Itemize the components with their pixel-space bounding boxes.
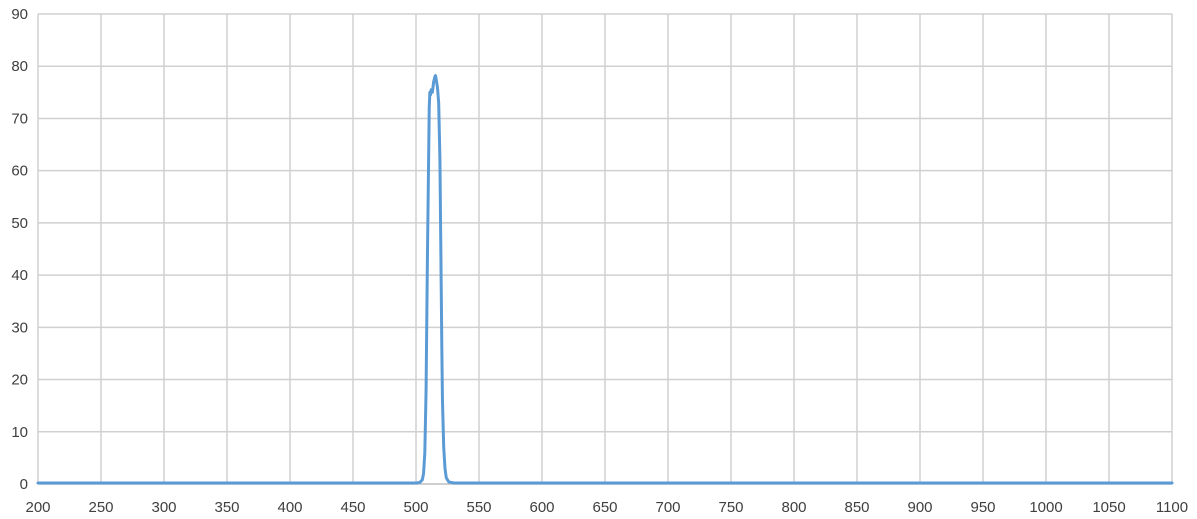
y-tick-label: 90: [11, 6, 28, 23]
x-tick-label: 250: [88, 499, 113, 516]
x-tick-label: 450: [340, 499, 365, 516]
x-tick-label: 600: [529, 499, 554, 516]
x-tick-label: 500: [403, 499, 428, 516]
x-tick-label: 200: [25, 499, 50, 516]
y-tick-label: 40: [11, 267, 28, 284]
y-tick-label: 0: [20, 476, 28, 493]
series-layer: [36, 74, 1174, 485]
y-tick-label: 10: [11, 424, 28, 441]
vertical-gridlines: [37, 14, 1173, 484]
y-tick-label: 50: [11, 215, 28, 232]
y-tick-label: 30: [11, 319, 28, 336]
y-tick-label: 20: [11, 372, 28, 389]
x-tick-label: 900: [907, 499, 932, 516]
x-tick-label: 950: [970, 499, 995, 516]
x-tick-label: 750: [718, 499, 743, 516]
y-tick-label: 80: [11, 58, 28, 75]
x-tick-label: 400: [277, 499, 302, 516]
x-tick-label: 850: [844, 499, 869, 516]
x-tick-label: 1000: [1029, 499, 1062, 516]
x-tick-labels: 200 250 300 350 400 450 500 550 600 650 700 750 800 8…: [25, 499, 1188, 516]
x-tick-label: 800: [781, 499, 806, 516]
y-tick-label: 70: [11, 110, 28, 127]
x-tick-label: 550: [466, 499, 491, 516]
x-tick-label: 1100: [1156, 499, 1188, 516]
x-tick-label: 300: [151, 499, 176, 516]
x-tick-label: 650: [592, 499, 617, 516]
horizontal-gridlines: [38, 13, 1172, 433]
y-tick-label: 60: [11, 163, 28, 180]
series-line: [36, 74, 1174, 485]
x-tick-label: 1050: [1092, 499, 1125, 516]
x-tick-label: 700: [655, 499, 680, 516]
x-tick-label: 350: [214, 499, 239, 516]
y-tick-labels: 0 10 20 30 40 50 60 70 80 90: [11, 6, 28, 493]
